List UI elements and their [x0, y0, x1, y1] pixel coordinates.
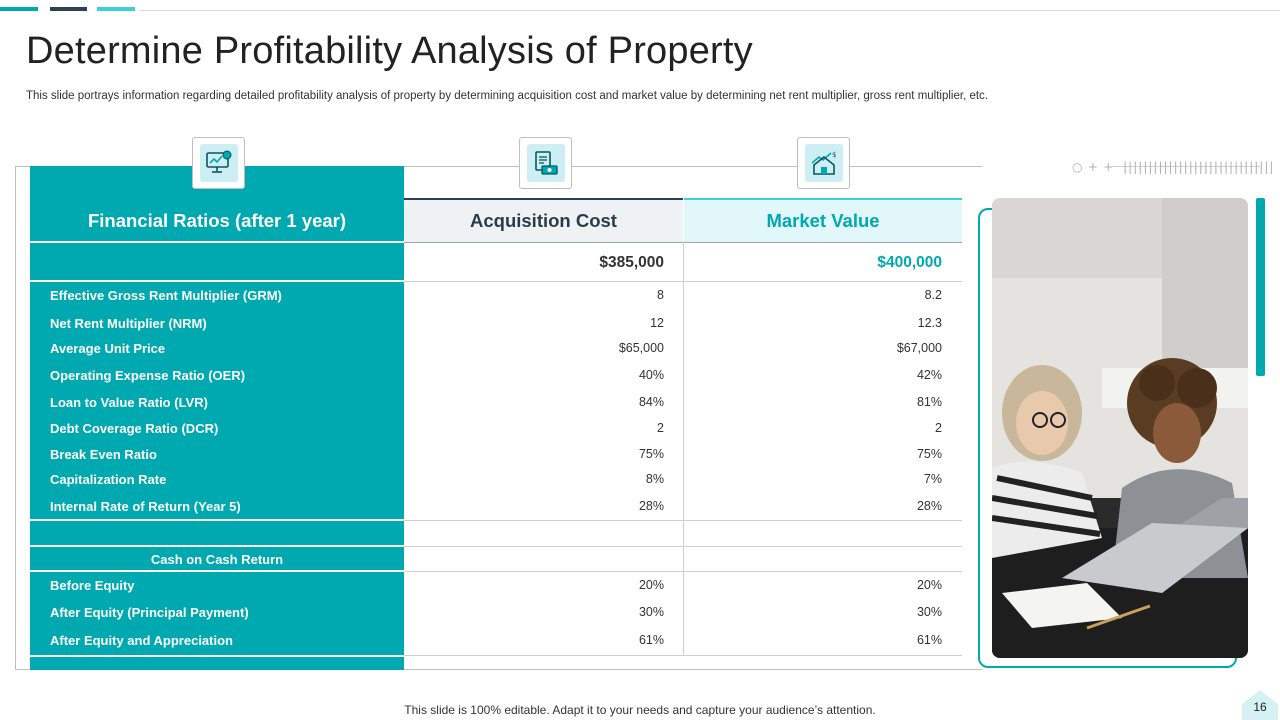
row-label-unit-price: Average Unit Price: [50, 341, 166, 356]
cell-mkt-dcr: 2: [935, 421, 942, 435]
home-icon: [1242, 690, 1278, 720]
row-label-dcr: Debt Coverage Ratio (DCR): [50, 421, 219, 436]
side-accent-bar: [1256, 198, 1265, 376]
deco-line: [1112, 166, 1260, 167]
page-number: 16: [1253, 700, 1267, 714]
cell-acq-after-equity-principal: 30%: [638, 605, 664, 619]
teal-separator: [30, 655, 404, 657]
cell-acq-unit-price: $65,000: [618, 341, 664, 355]
house-value-icon: $: [797, 137, 850, 189]
top-accent-bars: [0, 7, 1280, 11]
row-label-before-equity: Before Equity: [50, 578, 135, 593]
cell-acq-after-equity-appreciation: 61%: [638, 633, 664, 647]
invoice-money-icon: [519, 137, 572, 189]
header-financial-ratios: Financial Ratios (after 1 year): [87, 210, 347, 231]
accent-bar-teal: [0, 7, 38, 11]
cell-mkt-after-equity-appreciation: 61%: [916, 633, 942, 647]
ratio-label-column: [30, 166, 404, 670]
total-market-value: $400,000: [877, 254, 942, 271]
cell-acq-lvr: 84%: [638, 395, 664, 409]
cell-mkt-break-even: 75%: [916, 447, 942, 461]
row-label-grm: Effective Gross Rent Multiplier (GRM): [50, 288, 282, 303]
frame-top-line: [404, 166, 982, 167]
svg-text:$: $: [832, 151, 836, 159]
cell-acq-grm: 8: [657, 288, 664, 302]
row-label-break-even: Break Even Ratio: [50, 447, 157, 462]
header-acquisition-cost: Acquisition Cost: [404, 198, 683, 242]
row-label-after-equity-principal: After Equity (Principal Payment): [50, 605, 249, 620]
teal-separator: [30, 241, 404, 243]
cell-mkt-oer: 42%: [916, 368, 942, 382]
accent-bar-dark: [50, 7, 87, 11]
accent-bar-light: [97, 7, 135, 11]
cell-mkt-after-equity-principal: 30%: [916, 605, 942, 619]
row-separator: [404, 655, 962, 656]
cell-acq-break-even: 75%: [638, 447, 664, 461]
header-market-value: Market Value: [684, 198, 962, 242]
cell-acq-cap-rate: 8%: [645, 472, 664, 486]
decorative-marks: ○ + + ||||||||||||||||||||||||||||||: [1072, 160, 1275, 174]
cell-mkt-grm: 8.2: [924, 288, 942, 302]
people-with-laptop-photo: [992, 198, 1248, 658]
cell-acq-dcr: 2: [657, 421, 664, 435]
teal-separator: [30, 545, 404, 547]
row-label-nrm: Net Rent Multiplier (NRM): [50, 316, 207, 331]
cell-acq-before-equity: 20%: [638, 578, 664, 592]
cell-acq-oer: 40%: [638, 368, 664, 382]
footer-note: This slide is 100% editable. Adapt it to…: [404, 703, 876, 717]
slide-title: Determine Profitability Analysis of Prop…: [26, 30, 753, 72]
page-number-badge: 16: [1240, 688, 1280, 720]
section-cash-on-cash: Cash on Cash Return: [150, 552, 284, 567]
row-label-after-equity-appreciation: After Equity and Appreciation: [50, 633, 233, 648]
teal-separator: [30, 519, 404, 521]
row-label-lvr: Loan to Value Ratio (LVR): [50, 395, 208, 410]
total-acquisition-cost: $385,000: [599, 254, 664, 271]
cell-acq-irr: 28%: [638, 499, 664, 513]
row-label-cap-rate: Capitalization Rate: [50, 472, 167, 487]
column-separator: [683, 242, 684, 655]
row-label-oer: Operating Expense Ratio (OER): [50, 368, 246, 383]
cell-mkt-irr: 28%: [916, 499, 942, 513]
slide-subtitle: This slide portrays information regardin…: [26, 90, 988, 102]
cell-mkt-lvr: 81%: [916, 395, 942, 409]
teal-separator: [30, 570, 404, 572]
cell-mkt-before-equity: 20%: [916, 578, 942, 592]
cell-acq-nrm: 12: [650, 316, 664, 330]
cell-mkt-unit-price: $67,000: [896, 341, 942, 355]
teal-separator: [30, 280, 404, 282]
dashboard-chart-icon: [192, 137, 245, 189]
cell-mkt-nrm: 12.3: [917, 316, 942, 330]
row-label-irr: Internal Rate of Return (Year 5): [50, 499, 241, 514]
top-divider: [140, 10, 1280, 11]
cell-mkt-cap-rate: 7%: [923, 472, 942, 486]
